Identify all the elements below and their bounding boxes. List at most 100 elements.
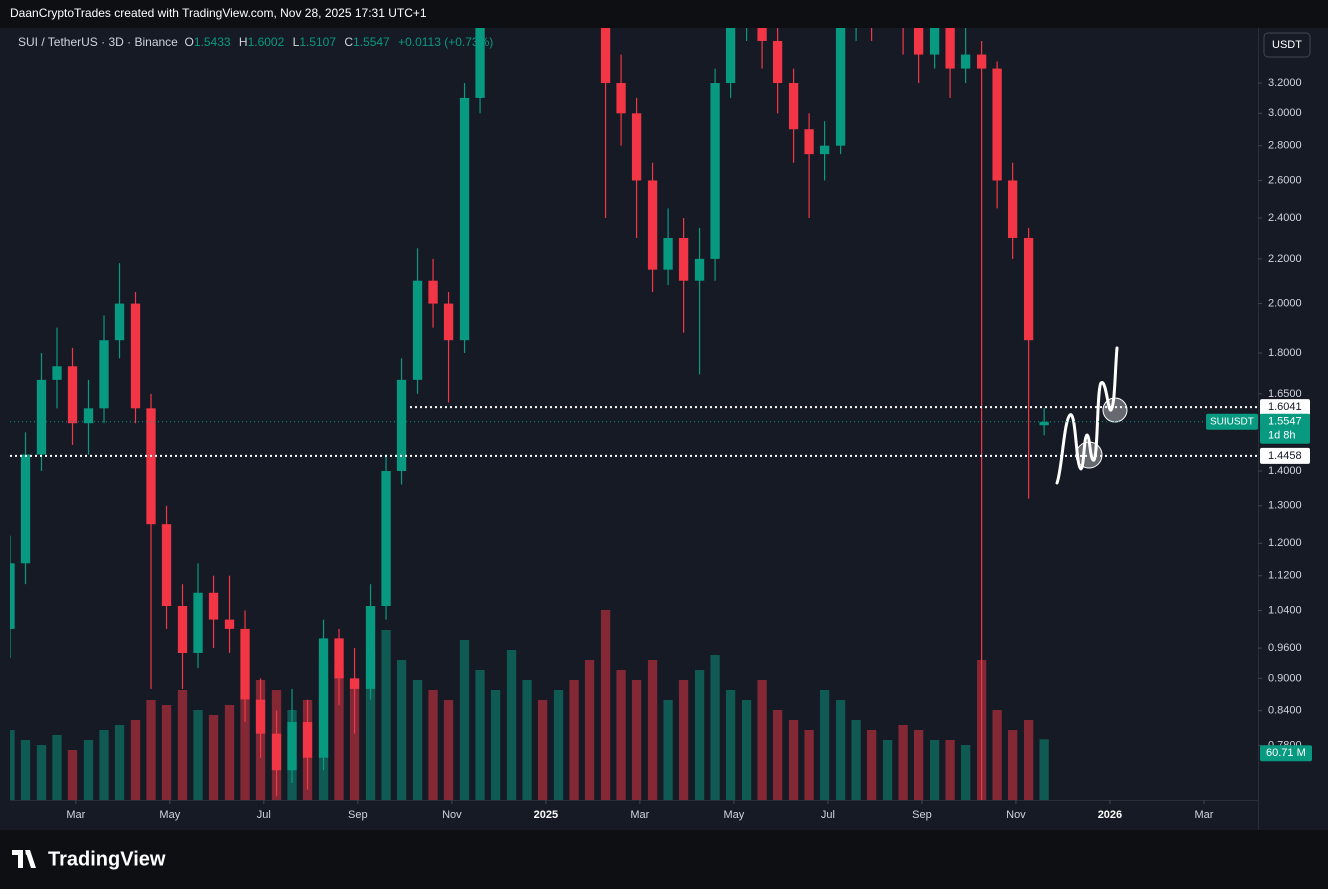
candle-body xyxy=(428,280,438,304)
overlay xyxy=(10,346,1258,485)
ticker-badge xyxy=(1206,413,1258,430)
candle-body xyxy=(459,97,470,341)
candle-body xyxy=(976,54,987,69)
candle-body xyxy=(146,408,156,525)
y-tick-label: 1.0400 xyxy=(1268,604,1302,616)
candle-body xyxy=(52,366,62,380)
candle-body xyxy=(945,28,955,69)
volume-bar xyxy=(208,715,219,800)
candle-body xyxy=(710,83,720,259)
volume-bar xyxy=(161,705,172,800)
candle-body xyxy=(412,280,423,380)
candle-body xyxy=(960,54,971,69)
x-tick-label: Nov xyxy=(442,809,462,821)
volume-bar xyxy=(788,720,799,800)
y-tick-label: 2.0000 xyxy=(1268,298,1302,310)
candle-body xyxy=(177,606,188,653)
volume-bar xyxy=(835,700,846,800)
candle-body xyxy=(114,303,125,341)
volume-bar xyxy=(851,720,861,800)
credit: DaanCryptoTrades created with TradingVie… xyxy=(10,6,427,20)
candle-body xyxy=(302,722,313,758)
volume-bar xyxy=(537,700,548,800)
y-tick-label: 2.4000 xyxy=(1268,212,1302,224)
candle-body xyxy=(992,68,1002,181)
candle-body xyxy=(224,619,235,629)
level-label: 1.6041 xyxy=(1268,401,1302,413)
highlight-circle xyxy=(1075,441,1103,469)
volume-bar xyxy=(866,730,877,800)
y-tick-label: 3.0000 xyxy=(1268,107,1302,119)
volume-bar xyxy=(240,700,250,800)
candle-body xyxy=(788,83,799,130)
volume-bar xyxy=(36,745,47,800)
y-tick-label: 0.9000 xyxy=(1268,672,1302,684)
volume-bar xyxy=(130,720,141,800)
high-value: 1.6002 xyxy=(247,35,285,49)
volume-bar xyxy=(396,660,407,800)
candle-body xyxy=(663,238,673,270)
candle-body xyxy=(772,40,783,84)
x-tick-label: Mar xyxy=(630,809,649,821)
volume-bar xyxy=(772,710,783,800)
x-tick-label: May xyxy=(723,809,744,821)
volume-label: 60.71 M xyxy=(1266,747,1306,759)
x-tick-label: Jul xyxy=(257,809,271,821)
candle-body xyxy=(757,28,767,41)
currency-button[interactable] xyxy=(1263,32,1311,58)
volume-bar xyxy=(710,655,720,800)
candle-body xyxy=(161,524,172,607)
volume-bar xyxy=(898,725,908,800)
y-tick-label: 2.2000 xyxy=(1268,253,1302,265)
candle-body xyxy=(83,408,94,424)
price-label: 1.5547 xyxy=(1268,416,1302,428)
x-tick-label: Sep xyxy=(348,809,368,821)
volume-bar xyxy=(459,640,470,800)
open-value: 1.5433 xyxy=(193,35,231,49)
x-tick-label: 2026 xyxy=(1098,809,1122,821)
volume-bar xyxy=(67,750,78,800)
level-badge xyxy=(1260,399,1310,416)
candle-body xyxy=(631,113,642,181)
symbol: SUI / TetherUS · 3D · Binance xyxy=(18,35,178,49)
volume-bar xyxy=(960,745,971,800)
ohlc-letter: L xyxy=(292,35,300,49)
candle-body xyxy=(208,592,219,620)
y-tick-label: 0.8400 xyxy=(1268,705,1302,717)
y-tick-label: 0.9600 xyxy=(1268,642,1302,654)
volume-bar xyxy=(913,730,924,800)
currency[interactable]: USDT xyxy=(1272,39,1302,51)
volume-bar xyxy=(224,705,235,800)
y-tick-label: 3.2000 xyxy=(1268,77,1302,89)
volume-bar xyxy=(678,680,689,800)
volume-bar xyxy=(177,690,188,800)
plot xyxy=(10,28,1049,800)
ohlc-letter: O xyxy=(184,35,194,49)
volume-bar xyxy=(553,690,564,800)
volume-bar xyxy=(193,710,203,800)
candle-body xyxy=(913,28,924,55)
candle-body xyxy=(819,145,830,155)
y-tick-label: 1.6500 xyxy=(1268,388,1302,400)
volume-bar xyxy=(631,680,642,800)
candle-body xyxy=(678,238,689,281)
top-bar xyxy=(0,0,1328,28)
volume-bar xyxy=(475,670,485,800)
candle-body xyxy=(804,129,814,155)
y-tick-label: 1.8000 xyxy=(1268,347,1302,359)
volume-bar xyxy=(741,700,752,800)
level-label: 1.4458 xyxy=(1268,450,1302,462)
volume-bar xyxy=(819,690,830,800)
volume-bar xyxy=(114,725,125,800)
candle-body xyxy=(130,303,141,409)
y-tick-label: 1.4000 xyxy=(1268,465,1302,477)
candle-body xyxy=(443,303,454,341)
candle-body xyxy=(835,28,846,146)
candle-body xyxy=(10,563,15,629)
volume-bar xyxy=(757,680,767,800)
x-tick-label: Sep xyxy=(912,809,932,821)
candle-body xyxy=(1023,238,1034,341)
candle-body xyxy=(694,258,705,281)
